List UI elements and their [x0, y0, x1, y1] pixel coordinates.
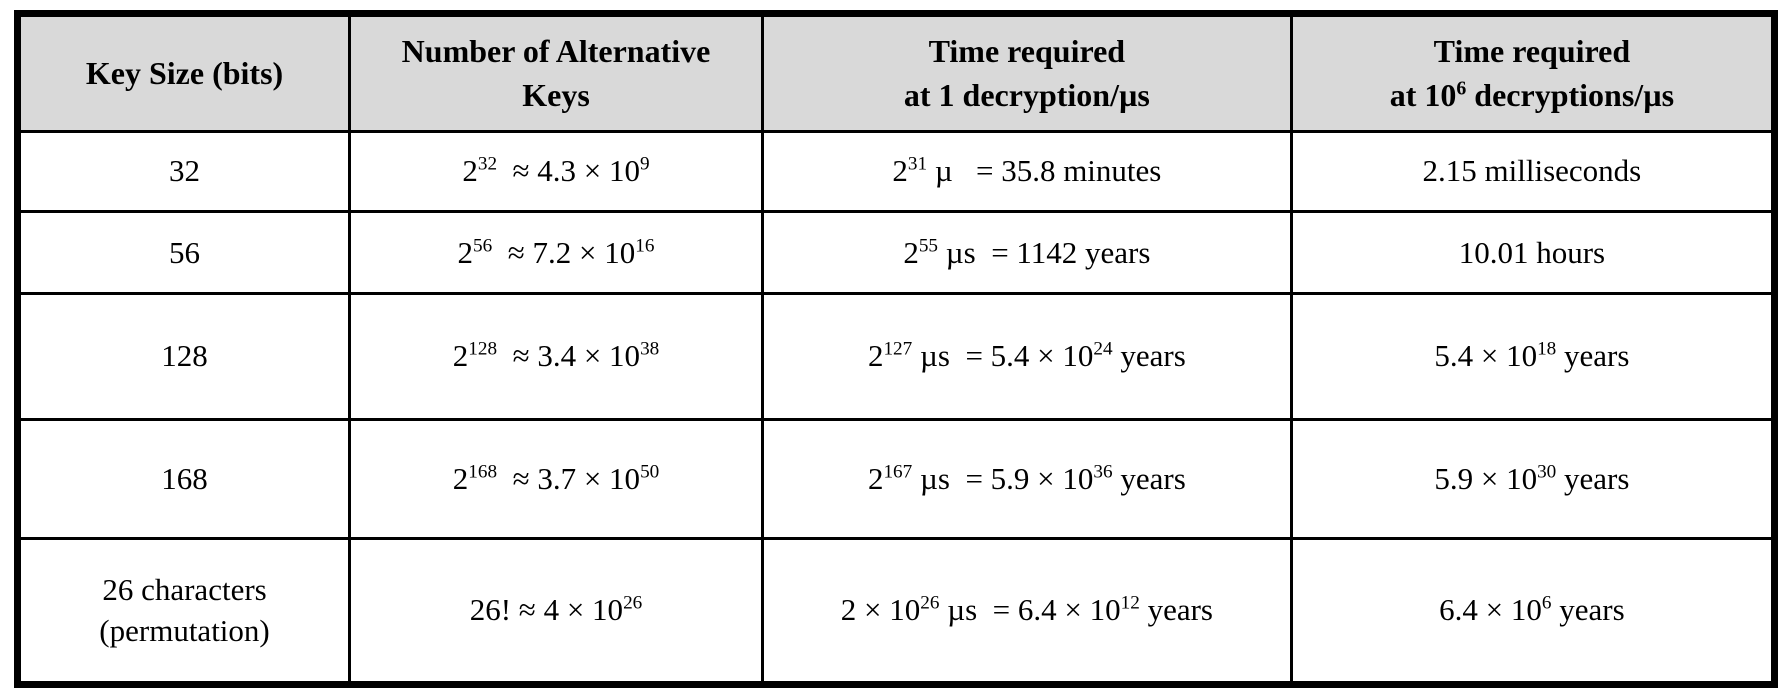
cell-time-1e6-decryptions: 5.4 × 1018 years [1289, 292, 1777, 421]
cell-time-1-decryption: 2127 µs = 5.4 × 1024 years [760, 292, 1293, 421]
cell-time-1e6-decryptions: 10.01 hours [1289, 210, 1777, 296]
cell-key-size: 128 [15, 292, 352, 421]
cell-alternative-keys: 2168 ≈ 3.7 × 1050 [348, 417, 764, 541]
header-cell-time-1-decryption: Time required at 1 decryption/µs [760, 12, 1293, 133]
header-cell-key-size: Key Size (bits) [15, 12, 352, 133]
cell-alternative-keys: 256 ≈ 7.2 × 1016 [348, 210, 764, 296]
cell-time-1e6-decryptions: 6.4 × 106 years [1289, 537, 1777, 686]
cell-time-1e6-decryptions: 5.9 × 1030 years [1289, 417, 1777, 541]
table-row: 128 2128 ≈ 3.4 × 1038 2127 µs = 5.4 × 10… [15, 292, 1777, 421]
table-row: 56 256 ≈ 7.2 × 1016 255 µs = 1142 years … [15, 210, 1777, 296]
cell-alternative-keys: 232 ≈ 4.3 × 109 [348, 129, 764, 214]
table-row: 32 232 ≈ 4.3 × 109 231 µ = 35.8 minutes … [15, 129, 1777, 214]
header-cell-time-1e6-decryptions: Time required at 106 decryptions/µs [1289, 12, 1777, 133]
table-row: 26 characters (permutation) 26! ≈ 4 × 102… [15, 537, 1777, 686]
cell-time-1-decryption: 2167 µs = 5.9 × 1036 years [760, 417, 1293, 541]
cell-key-size: 168 [15, 417, 352, 541]
cell-time-1-decryption: 255 µs = 1142 years [760, 210, 1293, 296]
key-size-brute-force-table: Key Size (bits) Number of Alternative Key… [14, 10, 1778, 688]
header-row: Key Size (bits) Number of Alternative Key… [15, 12, 1777, 133]
header-cell-alternative-keys: Number of Alternative Keys [348, 12, 764, 133]
table-row: 168 2168 ≈ 3.7 × 1050 2167 µs = 5.9 × 10… [15, 417, 1777, 541]
cell-time-1e6-decryptions: 2.15 milliseconds [1289, 129, 1777, 214]
cell-key-size: 56 [15, 210, 352, 296]
cell-time-1-decryption: 2 × 1026 µs = 6.4 × 1012 years [760, 537, 1293, 686]
cell-time-1-decryption: 231 µ = 35.8 minutes [760, 129, 1293, 214]
cell-key-size: 26 characters (permutation) [15, 537, 352, 686]
cell-key-size: 32 [15, 129, 352, 214]
cell-alternative-keys: 26! ≈ 4 × 1026 [348, 537, 764, 686]
cell-alternative-keys: 2128 ≈ 3.4 × 1038 [348, 292, 764, 421]
